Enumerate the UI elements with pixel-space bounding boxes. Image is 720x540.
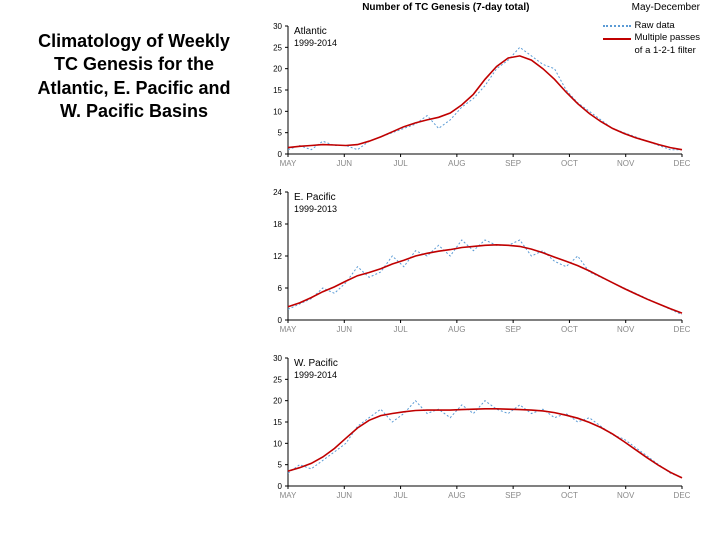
svg-text:AUG: AUG (448, 491, 465, 500)
svg-text:30: 30 (273, 354, 282, 363)
panel-wpacific: W. Pacific 1999-2014 0 5 10 15 20 25 30 MAY JUN J… (260, 354, 712, 512)
title-line: Atlantic, E. Pacific and (37, 78, 230, 98)
figure-subtitle: May-December (632, 2, 700, 13)
svg-text:DEC: DEC (674, 491, 690, 500)
panel-label: W. Pacific (294, 358, 338, 370)
figure-column: Number of TC Genesis (7-day total) May-D… (260, 0, 720, 540)
svg-text:10: 10 (273, 107, 282, 116)
figure-title: Number of TC Genesis (7-day total) May-D… (260, 2, 720, 13)
left-column: Climatology of Weekly TC Genesis for the… (0, 0, 260, 540)
panel-years: 1999-2013 (294, 204, 337, 214)
svg-text:DEC: DEC (674, 325, 690, 334)
svg-text:25: 25 (273, 375, 282, 384)
svg-text:JUN: JUN (337, 159, 353, 168)
svg-text:NOV: NOV (617, 491, 635, 500)
svg-text:0: 0 (278, 482, 283, 491)
panel-years: 1999-2014 (294, 38, 337, 48)
panel-years: 1999-2014 (294, 370, 337, 380)
svg-text:30: 30 (273, 22, 282, 31)
svg-text:JUN: JUN (337, 491, 353, 500)
svg-text:DEC: DEC (674, 159, 690, 168)
svg-text:NOV: NOV (617, 159, 635, 168)
svg-text:0: 0 (278, 316, 283, 325)
figure-title-text: Number of TC Genesis (7-day total) (362, 2, 529, 13)
svg-text:MAY: MAY (280, 491, 297, 500)
svg-text:12: 12 (273, 252, 282, 261)
page: Climatology of Weekly TC Genesis for the… (0, 0, 720, 540)
svg-text:10: 10 (273, 439, 282, 448)
svg-text:24: 24 (273, 188, 282, 197)
svg-text:18: 18 (273, 220, 282, 229)
panel-label: E. Pacific (294, 192, 336, 204)
svg-text:20: 20 (273, 65, 282, 74)
svg-text:15: 15 (273, 418, 282, 427)
svg-text:6: 6 (278, 284, 283, 293)
svg-text:5: 5 (278, 129, 283, 138)
svg-text:OCT: OCT (561, 325, 578, 334)
title-line: Climatology of Weekly (38, 31, 230, 51)
svg-text:JUL: JUL (393, 491, 408, 500)
svg-text:15: 15 (273, 86, 282, 95)
svg-text:NOV: NOV (617, 325, 635, 334)
svg-text:SEP: SEP (505, 325, 521, 334)
title-line: TC Genesis for the (54, 54, 214, 74)
svg-text:0: 0 (278, 150, 283, 159)
svg-text:SEP: SEP (505, 491, 521, 500)
svg-text:MAY: MAY (280, 159, 297, 168)
panel-epacific: E. Pacific 1999-2013 0 6 12 18 24 MAY JUN JUL AU… (260, 188, 712, 346)
svg-text:20: 20 (273, 397, 282, 406)
svg-text:AUG: AUG (448, 159, 465, 168)
svg-text:25: 25 (273, 43, 282, 52)
svg-text:MAY: MAY (280, 325, 297, 334)
svg-text:5: 5 (278, 461, 283, 470)
svg-text:JUL: JUL (393, 325, 408, 334)
svg-text:JUL: JUL (393, 159, 408, 168)
panel-label: Atlantic (294, 26, 327, 38)
svg-text:AUG: AUG (448, 325, 465, 334)
panels: Atlantic 1999-2014 0 5 10 15 20 25 30 MAY JUN JUL… (260, 22, 712, 512)
title-line: W. Pacific Basins (60, 101, 208, 121)
panel-atlantic: Atlantic 1999-2014 0 5 10 15 20 25 30 MAY JUN JUL… (260, 22, 712, 180)
svg-text:SEP: SEP (505, 159, 521, 168)
slide-title: Climatology of Weekly TC Genesis for the… (20, 30, 248, 124)
svg-text:JUN: JUN (337, 325, 353, 334)
svg-text:OCT: OCT (561, 159, 578, 168)
svg-text:OCT: OCT (561, 491, 578, 500)
